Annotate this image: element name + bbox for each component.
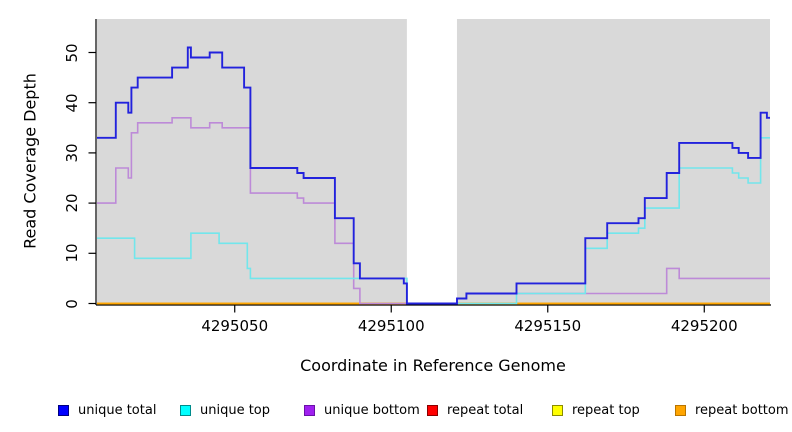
legend-item-repeat-bottom: repeat bottom bbox=[675, 400, 789, 420]
y-tick-label: 10 bbox=[63, 243, 81, 263]
legend-label-repeat-total: repeat total bbox=[447, 402, 524, 418]
y-axis-title: Read Coverage Depth bbox=[20, 73, 40, 249]
legend-label-unique-top: unique top bbox=[200, 402, 271, 418]
y-tick-label: 30 bbox=[63, 143, 81, 163]
legend-swatch-unique-bottom bbox=[304, 404, 315, 416]
y-tick-label: 20 bbox=[63, 193, 81, 213]
coverage-gap-band bbox=[406, 19, 457, 304]
x-tick-label: 4295200 bbox=[670, 316, 738, 335]
series-line-unique-top bbox=[97, 137, 770, 305]
legend-item-repeat-top: repeat top bbox=[552, 400, 640, 420]
legend-swatch-unique-total bbox=[58, 404, 69, 416]
y-tick-label: 50 bbox=[63, 42, 81, 63]
chart-legend: unique total unique top unique bottom repea… bbox=[0, 400, 792, 424]
x-axis-title: Coordinate in Reference Genome bbox=[300, 356, 566, 375]
legend-item-unique-bottom: unique bottom bbox=[304, 400, 420, 420]
legend-swatch-repeat-top bbox=[552, 404, 563, 416]
x-tick-label: 4295100 bbox=[357, 316, 425, 335]
legend-label-unique-total: unique total bbox=[78, 402, 157, 418]
legend-item-repeat-total: repeat total bbox=[427, 400, 523, 420]
legend-item-unique-top: unique top bbox=[180, 400, 270, 420]
legend-swatch-repeat-total bbox=[427, 404, 438, 416]
legend-label-unique-bottom: unique bottom bbox=[324, 402, 420, 418]
x-tick-label: 4295050 bbox=[201, 316, 269, 335]
x-tick-label: 4295150 bbox=[514, 316, 582, 335]
legend-swatch-unique-top bbox=[180, 404, 191, 416]
legend-label-repeat-top: repeat top bbox=[572, 402, 640, 418]
legend-label-repeat-bottom: repeat bottom bbox=[695, 402, 789, 418]
y-tick-label: 40 bbox=[63, 93, 81, 113]
legend-swatch-repeat-bottom bbox=[675, 404, 686, 416]
legend-item-unique-total: unique total bbox=[58, 400, 156, 420]
y-tick-label: 0 bbox=[63, 298, 81, 309]
series-line-unique-total bbox=[97, 46, 770, 305]
